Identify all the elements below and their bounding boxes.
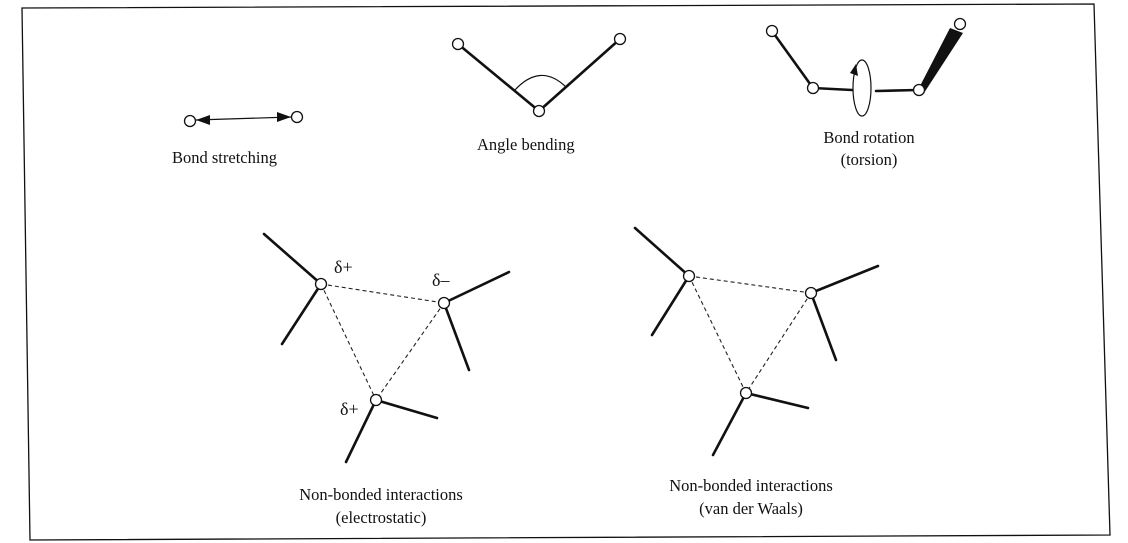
atom: [804, 286, 818, 300]
interaction-line: [688, 275, 812, 294]
rotation-arrowhead: [850, 64, 858, 76]
electrostatic-label-line2: (electrostatic): [336, 508, 427, 527]
angle-arc: [513, 74, 567, 92]
wedge-bond: [920, 28, 963, 93]
bond-stretching-diagram: [183, 110, 304, 128]
bond: [344, 398, 378, 464]
angle-bending-label: Angle bending: [477, 135, 575, 154]
bond: [650, 274, 691, 337]
van-der-waals-diagram: [633, 226, 880, 457]
atom: [451, 37, 465, 51]
atom: [183, 114, 197, 128]
bond: [809, 264, 880, 295]
bond: [809, 291, 838, 362]
bond: [744, 391, 810, 410]
interaction-line: [320, 283, 445, 304]
atom: [682, 269, 696, 283]
bond: [811, 86, 854, 92]
bond: [537, 37, 622, 113]
interaction-line: [745, 292, 812, 394]
atom: [953, 17, 967, 31]
bond: [874, 88, 919, 93]
vdw-label-line2: (van der Waals): [699, 499, 803, 518]
figure-frame: [21, 3, 1111, 541]
bond: [711, 391, 748, 457]
bond: [262, 232, 323, 286]
electrostatic-diagram: [262, 232, 511, 464]
atom: [437, 296, 451, 310]
charge-bottom: δ+: [340, 399, 359, 419]
stretch-arrow-shaft: [195, 116, 292, 121]
atom: [806, 81, 820, 95]
charge-top-left: δ+: [334, 257, 353, 277]
bond: [442, 270, 511, 305]
bond-rotation-diagram: [765, 17, 967, 117]
rotation-loop: [852, 59, 872, 117]
atom: [912, 83, 926, 97]
bond: [442, 301, 471, 372]
atom: [739, 386, 753, 400]
angle-bending-diagram: [451, 32, 627, 118]
interaction-line: [320, 283, 377, 401]
atom: [314, 277, 328, 291]
atom: [369, 393, 383, 407]
atom: [765, 24, 779, 38]
interaction-line: [375, 302, 445, 401]
bond: [280, 282, 323, 346]
electrostatic-label-line1: Non-bonded interactions: [299, 485, 463, 504]
vdw-label-line1: Non-bonded interactions: [669, 476, 833, 495]
torsion-label: (torsion): [841, 150, 898, 169]
bond: [374, 398, 439, 420]
bond: [633, 226, 691, 278]
charge-top-right: δ–: [432, 270, 450, 290]
atom: [532, 104, 546, 118]
bond-stretching-label: Bond stretching: [172, 148, 277, 167]
stretch-arrowhead-right: [277, 112, 291, 122]
bond: [456, 42, 541, 113]
bond: [770, 29, 815, 90]
atom: [290, 110, 304, 124]
bond-rotation-label: Bond rotation: [823, 128, 914, 147]
stretch-arrowhead-left: [196, 115, 210, 125]
interaction-line: [688, 275, 747, 394]
atom: [613, 32, 627, 46]
